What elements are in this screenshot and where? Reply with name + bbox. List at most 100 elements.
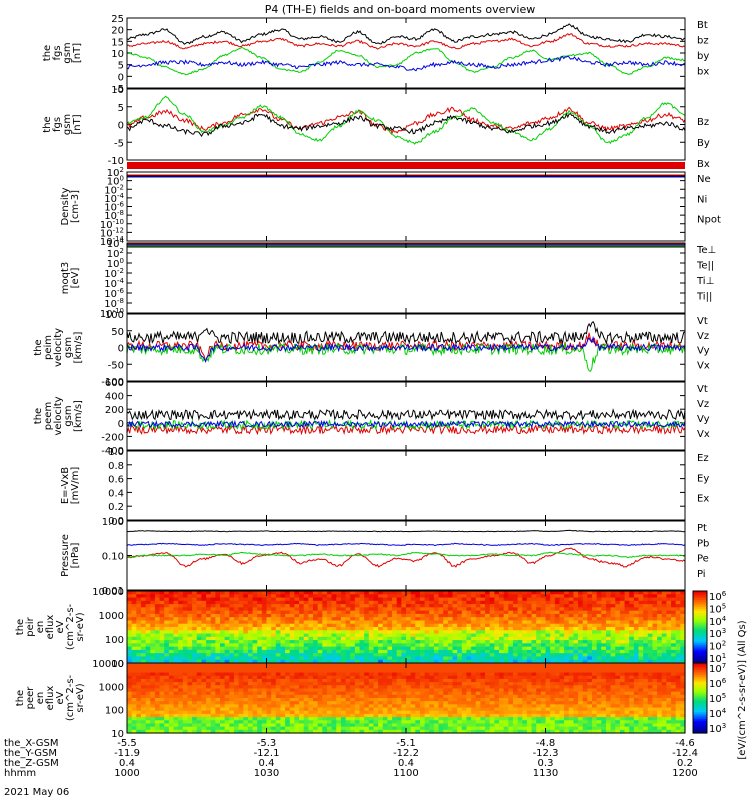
spectrogram-cell — [601, 685, 607, 690]
spectrogram-cell — [322, 643, 328, 648]
spectrogram-cell — [238, 600, 244, 605]
spectrogram-cell — [243, 685, 249, 690]
spectrogram-cell — [429, 610, 435, 615]
spectrogram-cell — [257, 707, 263, 712]
spectrogram-cell — [313, 627, 319, 631]
spectrogram-cell — [419, 685, 426, 690]
spectrogram-cell — [294, 663, 300, 667]
spectrogram-cell — [447, 627, 454, 631]
spectrogram-cell — [313, 646, 319, 651]
spectrogram-cell — [252, 643, 258, 648]
spectrogram-cell — [438, 620, 444, 625]
spectrogram-cell — [340, 613, 347, 618]
spectrogram-cell — [419, 591, 426, 595]
spectrogram-cell — [587, 675, 593, 680]
spectrogram-cell — [601, 607, 607, 612]
spectrogram-cell — [145, 636, 151, 641]
spectrogram-cell — [512, 710, 519, 715]
spectrogram-cell — [633, 649, 640, 654]
spectrogram-cell — [243, 617, 249, 622]
spectrogram-cell — [475, 685, 481, 690]
spectrogram-cell — [419, 710, 426, 715]
spectrogram-cell — [173, 620, 179, 625]
spectrogram-cell — [206, 597, 212, 602]
spectrogram-cell — [457, 710, 463, 715]
spectrogram-cell — [215, 704, 221, 709]
spectrogram-cell — [564, 633, 570, 638]
spectrogram-cell — [550, 613, 556, 618]
spectrogram-cell — [592, 630, 598, 635]
spectrogram-cell — [359, 617, 365, 622]
spectrogram-cell — [257, 591, 263, 595]
spectrogram-cell — [317, 627, 323, 631]
spectrogram-cell — [615, 663, 621, 667]
spectrogram-cell — [303, 666, 309, 670]
spectrogram-cell — [499, 620, 505, 625]
spectrogram-cell — [145, 710, 151, 715]
spectrogram-cell — [596, 710, 602, 715]
spectrogram-cell — [159, 678, 165, 683]
spectrogram-cell — [350, 707, 356, 712]
spectrogram-cell — [396, 710, 402, 715]
spectrogram-cell — [271, 666, 277, 670]
spectrogram-cell — [299, 694, 305, 699]
spectrogram-cell — [559, 669, 565, 674]
spectrogram-cell — [438, 633, 444, 638]
spectrogram-cell — [289, 620, 295, 625]
spectrogram-cell — [536, 620, 542, 625]
spectrogram-cell — [373, 640, 379, 644]
spectrogram-cell — [187, 591, 193, 595]
spectrogram-cell — [173, 698, 179, 702]
spectrogram-cell — [140, 675, 147, 680]
spectrogram-cell — [359, 704, 365, 709]
spectrogram-cell — [382, 649, 388, 654]
spectrogram-cell — [201, 656, 207, 661]
spectrogram-cell — [201, 698, 207, 702]
spectrogram-cell — [526, 678, 533, 683]
ylabel-line: peem — [43, 402, 54, 430]
spectrogram-cell — [536, 659, 542, 664]
spectrogram-cell — [647, 633, 654, 638]
spectrogram-cell — [661, 694, 667, 699]
spectrogram-cell — [638, 620, 644, 625]
spectrogram-cell — [131, 701, 137, 705]
spectrogram-cell — [499, 701, 505, 705]
spectrogram-cell — [136, 640, 142, 644]
panel-10: thepeerenefluxeV(cm^2-s-sr-eV)1000010001… — [15, 659, 727, 740]
spectrogram-cell — [401, 636, 407, 641]
spectrogram-cell — [443, 669, 449, 674]
spectrogram-cell — [308, 707, 314, 712]
spectrogram-cell — [457, 649, 463, 654]
spectrogram-cell — [266, 636, 272, 641]
spectrogram-cell — [294, 627, 300, 631]
spectrogram-cell — [387, 691, 393, 696]
spectrogram-cell — [140, 640, 147, 644]
spectrogram-cell — [652, 620, 658, 625]
spectrogram-cell — [419, 627, 426, 631]
spectrogram-cell — [564, 636, 570, 641]
spectrogram-cell — [140, 701, 147, 705]
spectrogram-cell — [280, 646, 286, 651]
spectrogram-cell — [340, 701, 347, 705]
spectrogram-cell — [243, 591, 249, 595]
spectrogram-cell — [582, 620, 588, 625]
spectrogram-cell — [331, 669, 337, 674]
spectrogram-cell — [247, 694, 254, 699]
spectrogram-cell — [350, 646, 356, 651]
spectrogram-cell — [647, 694, 654, 699]
spectrogram-cell — [187, 682, 193, 686]
spectrogram-cell — [224, 707, 230, 712]
spectrogram-cell — [415, 704, 421, 709]
spectrogram-cell — [666, 604, 672, 608]
spectrogram-cell — [364, 707, 370, 712]
spectrogram-cell — [410, 630, 416, 635]
spectrogram-cell — [127, 666, 133, 670]
spectrogram-cell — [587, 646, 593, 651]
spectrogram-cell — [554, 656, 561, 661]
legend-Bt: Bt — [697, 20, 708, 31]
spectrogram-cell — [233, 707, 240, 712]
spectrogram-cell — [540, 646, 547, 651]
spectrogram-cell — [545, 688, 551, 693]
spectrogram-cell — [313, 691, 319, 696]
spectrogram-cell — [633, 710, 640, 715]
